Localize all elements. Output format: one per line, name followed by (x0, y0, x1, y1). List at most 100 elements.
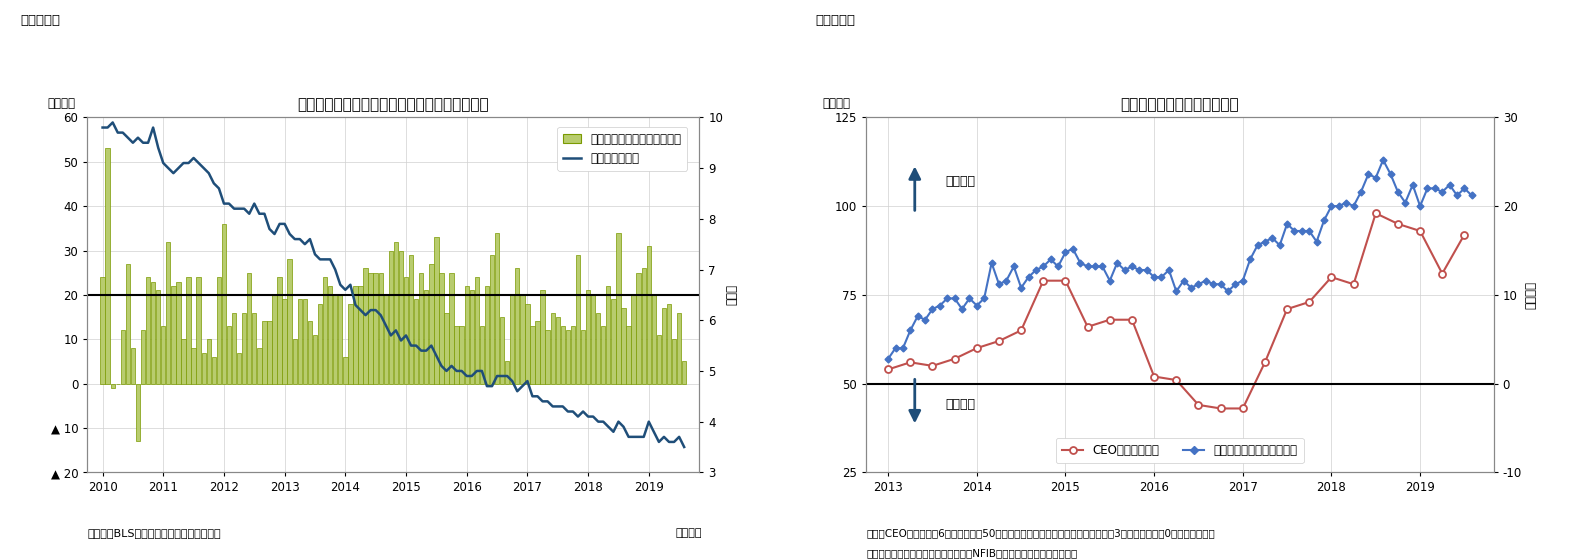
Bar (197, 277, 200, 383)
Bar (561, 326, 566, 383)
Bar (146, 277, 151, 383)
Bar (540, 291, 545, 383)
Bar (404, 277, 408, 383)
Bar (302, 299, 307, 383)
Bar (494, 233, 499, 383)
Bar (121, 330, 126, 383)
Bar (394, 241, 399, 383)
Bar (334, 295, 337, 383)
Bar (262, 321, 267, 383)
Bar (353, 286, 358, 383)
Bar (601, 326, 605, 383)
Bar (450, 273, 454, 383)
Bar (661, 308, 666, 383)
Text: （指数）: （指数） (822, 97, 850, 110)
Bar (419, 273, 423, 383)
Bar (323, 277, 327, 383)
Bar (617, 233, 621, 383)
Bar (651, 295, 656, 383)
Bar (378, 273, 383, 383)
Text: 採用抑制: 採用抑制 (945, 399, 976, 411)
Bar (459, 326, 464, 383)
Bar (186, 277, 191, 383)
Bar (242, 312, 246, 383)
Text: （図表７）: （図表７） (21, 14, 60, 27)
Bar (464, 286, 469, 383)
Bar (172, 286, 175, 383)
Bar (520, 295, 524, 383)
Bar (278, 277, 281, 383)
Bar (556, 317, 559, 383)
Bar (424, 291, 429, 383)
Bar (359, 286, 362, 383)
Bar (408, 255, 413, 383)
Bar (348, 304, 353, 383)
Bar (591, 295, 596, 383)
Bar (207, 339, 211, 383)
Bar (535, 321, 540, 383)
Bar (222, 224, 226, 383)
Bar (470, 291, 474, 383)
Bar (100, 277, 105, 383)
Bar (389, 250, 392, 383)
Title: 米国の雇用動向（非農業部門雇用増と失業率）: 米国の雇用動向（非農業部門雇用増と失業率） (297, 97, 489, 112)
Bar (126, 264, 130, 383)
Bar (667, 304, 671, 383)
Bar (216, 277, 221, 383)
Bar (308, 321, 311, 383)
Bar (672, 339, 677, 383)
Bar (531, 326, 534, 383)
Bar (176, 282, 181, 383)
Bar (338, 295, 343, 383)
Bar (612, 299, 615, 383)
Bar (313, 335, 318, 383)
Bar (637, 273, 640, 383)
Bar (399, 250, 404, 383)
Bar (297, 299, 302, 383)
Bar (167, 241, 170, 383)
Bar (545, 330, 550, 383)
Bar (130, 348, 135, 383)
Bar (202, 353, 207, 383)
Bar (480, 326, 485, 383)
Bar (151, 282, 156, 383)
Bar (292, 339, 297, 383)
Bar (586, 291, 590, 383)
Bar (373, 273, 378, 383)
Bar (575, 255, 580, 383)
Bar (605, 286, 610, 383)
Bar (383, 295, 388, 383)
Bar (631, 295, 636, 383)
Bar (141, 330, 145, 383)
Y-axis label: （指数）: （指数） (1525, 281, 1538, 309)
Bar (475, 277, 478, 383)
Bar (156, 291, 160, 383)
Bar (434, 237, 439, 383)
Bar (211, 357, 216, 383)
Text: （資料）ビジネスラウンドテーブル、NFIBよりニッセイ基礎研究所作成: （資料）ビジネスラウンドテーブル、NFIBよりニッセイ基礎研究所作成 (866, 548, 1077, 558)
Bar (682, 362, 686, 383)
Bar (191, 348, 195, 383)
Bar (429, 264, 434, 383)
Text: （万人）: （万人） (48, 97, 76, 110)
Bar (181, 339, 186, 383)
Bar (647, 246, 651, 383)
Bar (227, 326, 230, 383)
Bar (111, 383, 114, 388)
Bar (550, 312, 555, 383)
Bar (272, 295, 276, 383)
Bar (283, 299, 288, 383)
Bar (526, 304, 529, 383)
Bar (364, 268, 367, 383)
Bar (489, 255, 494, 383)
Text: （注）CEO調査は今後6ヵ月の計画、50以上が採用増。中小企業採用計画は、今後3ヵ月の計画、　0以上が採用増。: （注）CEO調査は今後6ヵ月の計画、50以上が採用増。中小企業採用計画は、今後3… (866, 528, 1214, 538)
Title: 大企業、中小企業の採用計画: 大企業、中小企業の採用計画 (1120, 97, 1239, 112)
Legend: 非農業部門雇用増（前月差）, 失業率（右軸）: 非農業部門雇用増（前月差）, 失業率（右軸） (558, 127, 686, 170)
Bar (505, 362, 510, 383)
Bar (501, 317, 504, 383)
Y-axis label: （％）: （％） (726, 285, 739, 305)
Bar (343, 357, 348, 383)
Bar (445, 312, 448, 383)
Bar (327, 286, 332, 383)
Legend: CEO調査採用計画, 中小企業採用計画（右軸）: CEO調査採用計画, 中小企業採用計画（右軸） (1057, 438, 1303, 463)
